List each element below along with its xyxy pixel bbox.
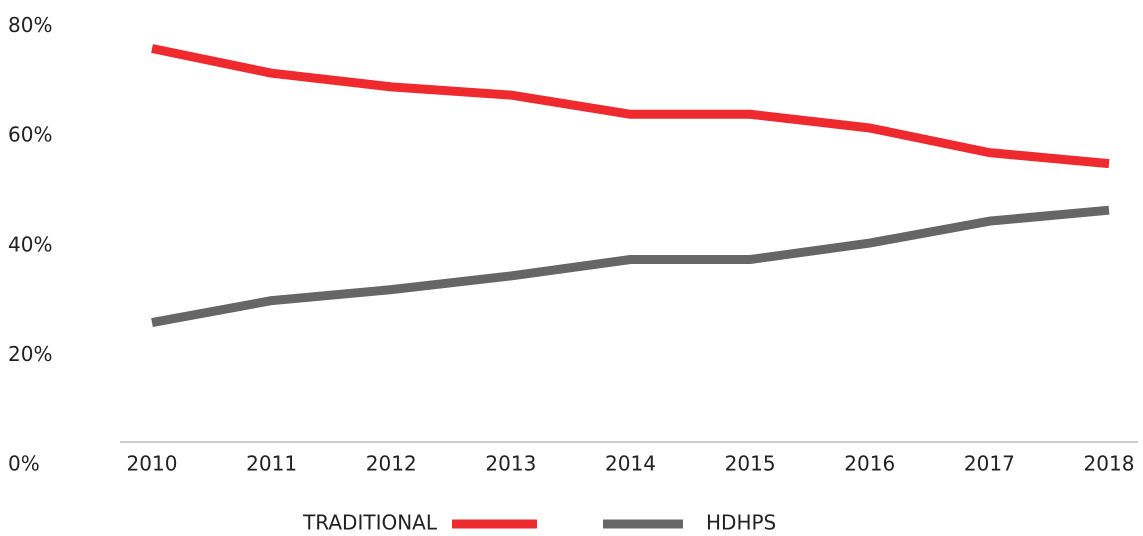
x-tick-label: 2011 xyxy=(246,452,297,476)
y-tick-label: 40% xyxy=(8,232,52,256)
legend-label: HDHPS xyxy=(706,511,776,535)
line-series xyxy=(151,44,1110,169)
x-tick-label: 2017 xyxy=(964,452,1015,476)
x-tick-label: 2012 xyxy=(366,452,417,476)
x-tick-label: 2015 xyxy=(725,452,776,476)
x-tick-label: 2018 xyxy=(1084,452,1135,476)
y-tick-label: 0% xyxy=(8,452,40,476)
x-tick-label: 2016 xyxy=(844,452,895,476)
x-tick-label: 2013 xyxy=(485,452,536,476)
legend-label: TRADITIONAL xyxy=(302,511,438,535)
y-tick-label: 60% xyxy=(8,123,52,147)
y-tick-label: 80% xyxy=(8,13,52,37)
x-tick-label: 2010 xyxy=(127,452,178,476)
line-series xyxy=(151,205,1110,327)
y-tick-label: 20% xyxy=(8,342,52,366)
x-tick-label: 2014 xyxy=(605,452,656,476)
